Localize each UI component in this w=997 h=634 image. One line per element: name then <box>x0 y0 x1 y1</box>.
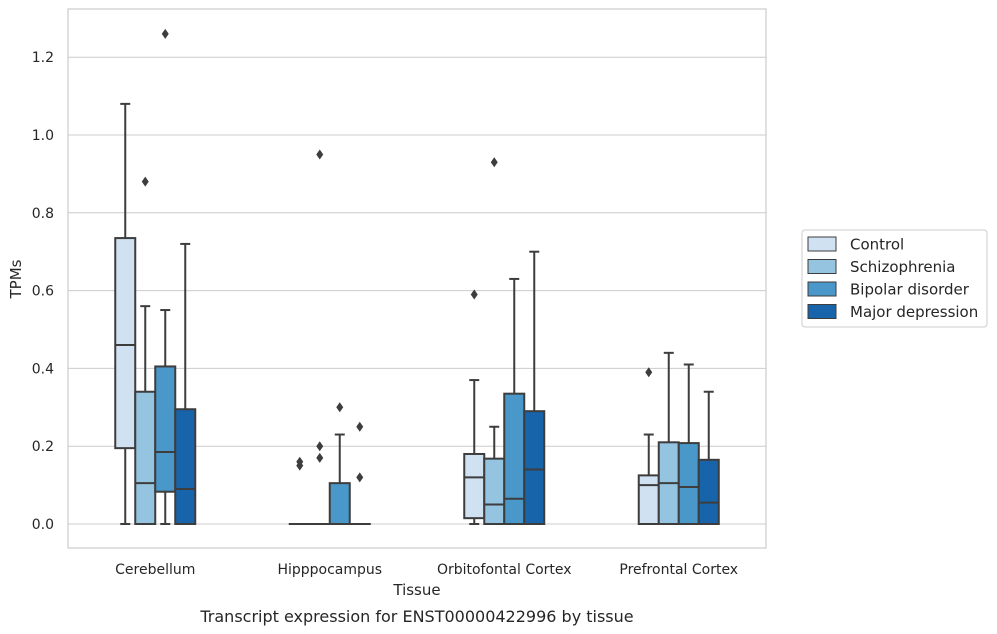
box-group <box>637 367 660 525</box>
box-group <box>657 351 680 525</box>
legend-label: Bipolar disorder <box>850 281 970 299</box>
box-group <box>503 277 526 525</box>
x-tick-label: Cerebellum <box>115 562 195 578</box>
x-axis-title: Tissue <box>392 581 440 599</box>
box <box>637 474 660 525</box>
box <box>134 390 157 525</box>
outlier-point <box>356 472 364 483</box>
box-group <box>288 456 311 526</box>
box <box>463 452 486 520</box>
box <box>483 457 506 526</box>
outlier-point <box>141 176 149 187</box>
box <box>154 365 177 493</box>
y-tick-label: 1.0 <box>32 128 54 144</box>
x-tick-label: Prefrontal Cortex <box>619 562 738 578</box>
outlier-point <box>316 149 324 160</box>
outlier-point <box>316 441 324 452</box>
box <box>174 408 197 525</box>
legend-swatch <box>807 304 837 319</box>
box <box>523 410 546 525</box>
legend-swatch <box>807 236 837 252</box>
box-group <box>114 102 137 525</box>
box-group <box>677 363 700 526</box>
legend: Control Schizophrenia Bipolar disorder Majo… <box>801 229 988 328</box>
y-tick-label: 0.2 <box>32 439 54 455</box>
outlier-point <box>470 289 478 300</box>
box-group <box>348 421 371 526</box>
y-tick-label: 0.8 <box>32 206 54 222</box>
y-tick-label: 0.4 <box>32 361 54 377</box>
legend-swatch <box>807 281 837 297</box>
legend-swatch <box>807 259 837 274</box>
box-group <box>463 289 486 525</box>
box-group <box>697 390 720 525</box>
legend-label: Control <box>850 236 904 254</box>
box-group <box>134 176 157 525</box>
legend-label: Schizophrenia <box>850 258 955 276</box>
y-tick-label: 1.2 <box>32 50 54 66</box>
box <box>503 392 526 525</box>
outlier-point <box>645 367 653 378</box>
box <box>114 237 137 450</box>
box <box>697 458 720 525</box>
plot-frame <box>67 8 767 549</box>
outlier-point <box>336 402 344 413</box>
legend-label: Major depression <box>850 303 978 321</box>
x-tick-label: Hipppocampus <box>277 562 382 578</box>
y-tick-labels: 0.0 0.2 0.4 0.6 0.8 1.0 1.2 <box>32 50 54 533</box>
x-tick-label: Orbitofontal Cortex <box>437 562 572 578</box>
outlier-point <box>356 421 364 432</box>
y-axis-title: TPMs <box>7 259 25 299</box>
y-tick-label: 0.6 <box>32 284 54 300</box>
box-group <box>308 149 331 526</box>
x-tick-labels: Cerebellum Hipppocampus Orbitofontal Corte… <box>115 562 738 578</box>
y-tick-label: 0.0 <box>32 517 54 533</box>
box-group <box>174 242 197 525</box>
chart-caption: Transcript expression for ENST0000042299… <box>199 607 633 626</box>
outlier-point <box>490 157 498 168</box>
box-group <box>523 250 546 525</box>
box <box>328 482 351 525</box>
outlier-point <box>316 452 324 463</box>
outlier-point <box>161 28 169 39</box>
box-group <box>154 28 177 525</box>
box <box>677 442 700 526</box>
outlier-point <box>296 456 304 467</box>
box-group <box>328 402 351 525</box>
box-group <box>483 157 506 526</box>
legend-frame <box>801 229 988 328</box>
box-groups <box>114 28 720 526</box>
